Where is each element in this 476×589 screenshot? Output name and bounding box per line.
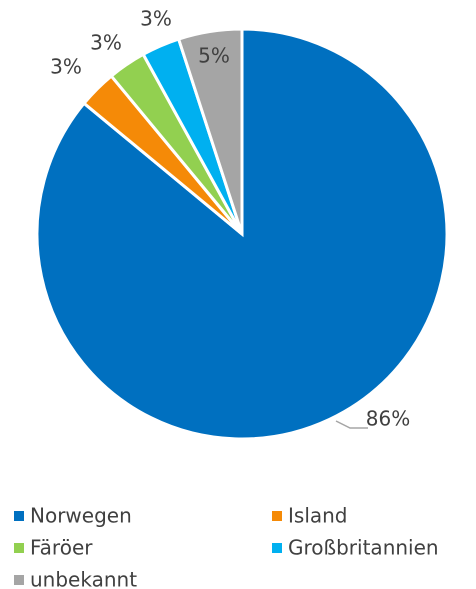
- legend-label: Island: [288, 504, 348, 528]
- legend-label: Färöer: [30, 536, 93, 560]
- legend-swatch: [272, 511, 282, 521]
- legend-label: Norwegen: [30, 504, 132, 528]
- data-label: 3%: [140, 7, 172, 31]
- legend-swatch: [14, 511, 24, 521]
- legend-swatch: [14, 575, 24, 585]
- data-label: 5%: [198, 44, 230, 68]
- legend-label: Großbritannien: [288, 536, 439, 560]
- leader-line: [335, 420, 368, 429]
- data-label: 3%: [50, 55, 82, 79]
- legend-swatch: [14, 543, 24, 553]
- data-label: 86%: [366, 407, 410, 431]
- pie-slice: [176, 27, 244, 235]
- legend-swatch: [272, 543, 282, 553]
- legend-label: unbekannt: [30, 568, 137, 589]
- data-label: 3%: [90, 31, 122, 55]
